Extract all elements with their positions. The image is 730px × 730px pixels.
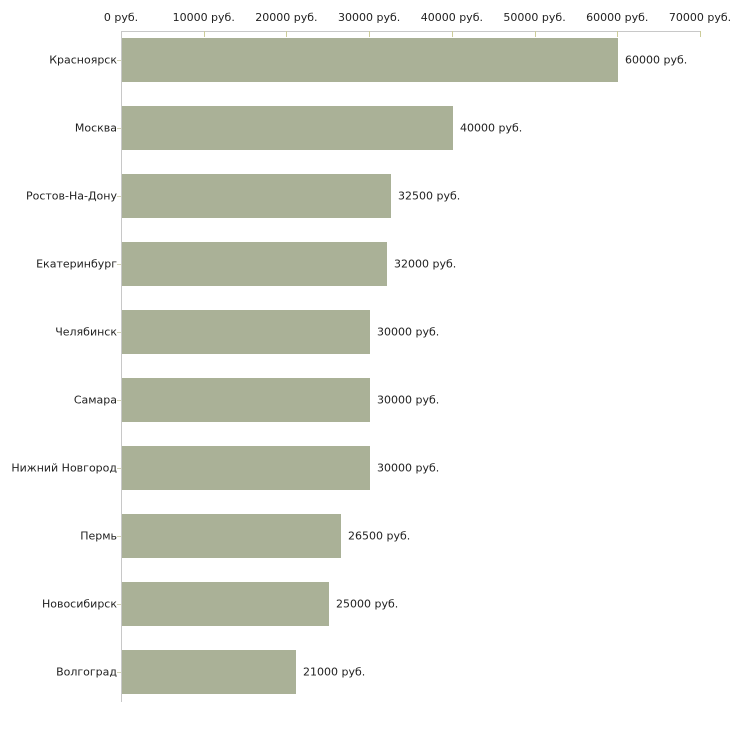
category-label: Новосибирск	[41, 597, 117, 611]
x-tick-mark	[204, 31, 205, 37]
y-tick-mark	[117, 332, 121, 333]
bar-Ростов-На-Дону	[122, 174, 391, 218]
category-label: Челябинск	[55, 325, 117, 339]
x-tick-label: 60000 руб.	[586, 11, 649, 24]
bar-Челябинск	[122, 310, 370, 354]
bar-Москва	[122, 106, 453, 150]
value-label: 40000 руб.	[460, 121, 523, 135]
y-tick-mark	[117, 264, 121, 265]
x-axis-line	[121, 31, 701, 32]
y-tick-mark	[117, 196, 121, 197]
bar-Нижний Новгород	[122, 446, 370, 490]
bar-Екатеринбург	[122, 242, 387, 286]
category-label: Нижний Новгород	[11, 461, 117, 475]
y-tick-mark	[117, 536, 121, 537]
category-label: Самара	[73, 393, 117, 407]
x-tick-mark	[286, 31, 287, 37]
x-tick-mark	[452, 31, 453, 37]
bar-Самара	[122, 378, 370, 422]
value-label: 26500 руб.	[348, 529, 411, 543]
y-tick-mark	[117, 60, 121, 61]
category-label: Красноярск	[49, 53, 117, 67]
x-tick-mark	[700, 31, 701, 37]
x-tick-label: 70000 руб.	[668, 11, 730, 24]
value-label: 30000 руб.	[377, 461, 440, 475]
y-tick-mark	[117, 128, 121, 129]
bar-Пермь	[122, 514, 341, 558]
category-label: Москва	[74, 121, 117, 135]
x-tick-label: 40000 руб.	[420, 11, 483, 24]
y-tick-mark	[117, 604, 121, 605]
category-label: Пермь	[80, 529, 117, 543]
value-label: 21000 руб.	[303, 665, 366, 679]
category-label: Екатеринбург	[36, 257, 117, 271]
bar-Новосибирск	[122, 582, 329, 626]
x-tick-mark	[617, 31, 618, 37]
x-tick-mark	[369, 31, 370, 37]
x-tick-mark	[535, 31, 536, 37]
value-label: 60000 руб.	[625, 53, 688, 67]
y-tick-mark	[117, 468, 121, 469]
x-tick-label: 10000 руб.	[172, 11, 235, 24]
value-label: 25000 руб.	[336, 597, 399, 611]
x-tick-label: 20000 руб.	[255, 11, 318, 24]
value-label: 30000 руб.	[377, 393, 440, 407]
value-label: 30000 руб.	[377, 325, 440, 339]
category-label: Волгоград	[56, 665, 117, 679]
y-axis-line	[121, 31, 122, 702]
category-label: Ростов-На-Дону	[25, 189, 117, 203]
y-tick-mark	[117, 672, 121, 673]
y-tick-mark	[117, 400, 121, 401]
bar-Волгоград	[122, 650, 296, 694]
bar-Красноярск	[122, 38, 618, 82]
value-label: 32500 руб.	[398, 189, 461, 203]
x-tick-label: 0 руб.	[103, 11, 139, 24]
x-tick-label: 30000 руб.	[338, 11, 401, 24]
value-label: 32000 руб.	[394, 257, 457, 271]
x-tick-label: 50000 руб.	[503, 11, 566, 24]
